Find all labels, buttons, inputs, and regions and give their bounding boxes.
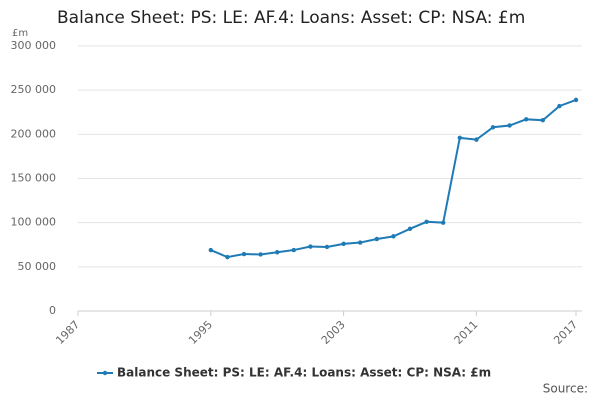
y-tick-label: 50 000 [18, 260, 57, 273]
data-point [374, 236, 379, 242]
data-point [308, 244, 313, 249]
data-point [208, 247, 213, 253]
y-tick-label: 0 [49, 304, 56, 317]
x-tick-label: 2017 [551, 318, 580, 347]
x-tick-label: 2003 [319, 318, 348, 347]
y-axis-label: £m [12, 28, 28, 39]
data-point [490, 125, 496, 130]
chart-title: Balance Sheet: PS: LE: AF.4: Loans: Asse… [57, 8, 525, 28]
data-point [324, 244, 330, 250]
y-tick-label: 250 000 [11, 83, 57, 96]
data-point [241, 251, 247, 257]
data-point [424, 219, 429, 224]
data-point [407, 226, 413, 232]
data-point [557, 103, 562, 109]
data-point [457, 135, 462, 141]
legend-label: Balance Sheet: PS: LE: AF.4: Loans: Asse… [117, 366, 491, 380]
data-point [540, 118, 545, 123]
data-point [507, 123, 512, 128]
data-point [474, 137, 479, 142]
data-point [573, 97, 579, 103]
x-tick-label: 2011 [452, 318, 481, 347]
source: Source: [543, 382, 588, 396]
data-point [275, 250, 280, 255]
y-tick-label: 100 000 [11, 216, 57, 229]
x-tick-label: 1987 [53, 318, 82, 347]
data-point [258, 252, 263, 257]
data-point [358, 240, 363, 245]
y-tick-label: 200 000 [11, 127, 57, 140]
data-point [391, 234, 396, 239]
data-point [341, 241, 346, 247]
data-point [441, 220, 446, 225]
data-point [291, 247, 296, 253]
y-tick-label: 150 000 [11, 172, 57, 185]
y-tick-label: 300 000 [11, 39, 57, 52]
x-tick-label: 1995 [186, 318, 215, 347]
data-point [524, 117, 529, 122]
data-point [225, 254, 230, 260]
legend-marker [102, 370, 108, 376]
